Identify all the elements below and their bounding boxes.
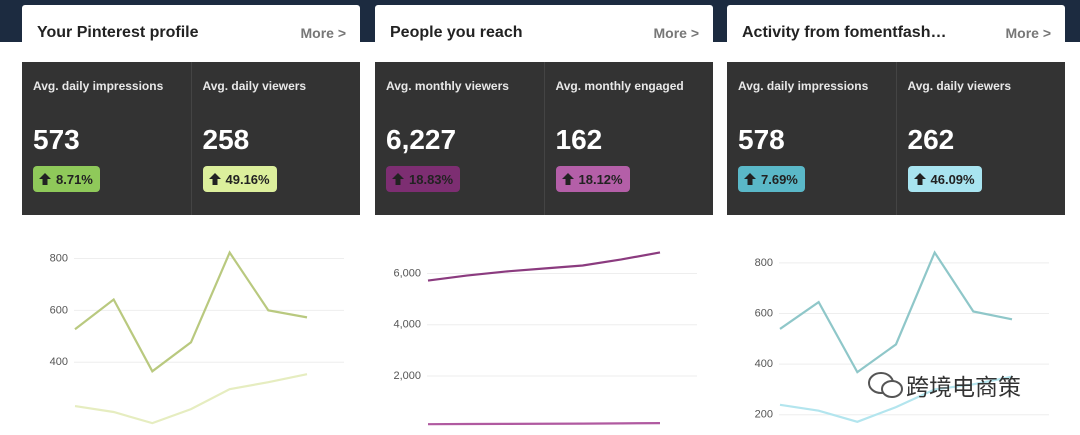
change-badge: 7.69% (738, 166, 805, 192)
card-header: Your Pinterest profile More > (22, 5, 360, 61)
card-header: Activity from fomentfash… More > (727, 5, 1065, 61)
up-arrow (392, 173, 404, 185)
card: People you reach More > Avg. monthly viewe… (375, 5, 713, 435)
y-tick-label: 600 (50, 304, 68, 316)
series-line (74, 250, 308, 373)
stat-value: 578 (738, 124, 785, 155)
stat: Avg. monthly engaged 162 18.12% (543, 62, 714, 215)
change-badge: 49.16% (202, 166, 277, 192)
stat-value: 258 (202, 124, 250, 155)
more-link[interactable]: More > (300, 25, 346, 41)
up-arrow (913, 173, 926, 185)
card: Activity from fomentfash… More > Avg. dail… (727, 5, 1065, 435)
stats-panel: Avg. daily impressions 573 8.71% Avg. daily… (22, 62, 360, 215)
y-tick-label: 6,000 (393, 267, 421, 279)
change-badge: 8.71% (33, 166, 100, 192)
stat: Avg. monthly viewers 6,227 18.83% (375, 62, 544, 215)
change-badge: 18.83% (386, 166, 461, 192)
change-text: 49.16% (225, 171, 270, 187)
wechat-icon (868, 372, 903, 398)
change-badge: 18.12% (555, 166, 630, 192)
change-badge: 46.09% (907, 166, 982, 192)
change-text: 8.71% (56, 171, 93, 187)
stat-value: 162 (555, 124, 603, 155)
chart: 400 600 800 (50, 250, 344, 425)
arrow-shape (913, 173, 926, 185)
y-tick-label: 400 (50, 356, 68, 368)
stat-label: Avg. daily viewers (202, 79, 307, 93)
stat-label: Avg. monthly engaged (555, 79, 684, 93)
stat-label: Avg. daily impressions (33, 79, 164, 93)
chart: 200 400 600 800 (755, 250, 1049, 423)
more-link[interactable]: More > (1005, 25, 1051, 41)
series-line (779, 250, 1013, 374)
stat-value: 262 (907, 124, 955, 155)
y-tick-label: 800 (50, 252, 68, 264)
change-text: 46.09% (930, 171, 975, 187)
stats-panel: Avg. monthly viewers 6,227 18.83% Avg. mont… (375, 62, 713, 215)
stat-label: Avg. daily impressions (738, 79, 869, 93)
stat-value: 6,227 (386, 124, 457, 155)
arrow-shape (561, 173, 574, 185)
card-title: People you reach (390, 24, 523, 41)
stat: Avg. daily viewers 258 49.16% (190, 62, 361, 215)
arrow-shape (208, 173, 221, 185)
change-text: 18.12% (578, 171, 623, 187)
stat-label: Avg. monthly viewers (386, 79, 509, 93)
stats-panel: Avg. daily impressions 578 7.69% Avg. daily… (727, 62, 1065, 215)
series-line (427, 421, 661, 426)
series-line (74, 373, 308, 425)
stat-label: Avg. daily viewers (907, 79, 1012, 93)
y-tick-label: 2,000 (393, 370, 421, 382)
up-arrow (561, 173, 574, 185)
more-link[interactable]: More > (653, 25, 699, 41)
series-line (779, 375, 1013, 423)
chart: 2,000 4,000 6,000 (393, 251, 697, 426)
watermark-text: 跨境电商策 (906, 374, 1021, 400)
y-tick-label: 200 (755, 409, 773, 421)
up-arrow (208, 173, 221, 185)
stat-value: 573 (33, 124, 80, 155)
change-text: 18.83% (409, 171, 454, 187)
stat: Avg. daily impressions 573 8.71% (22, 62, 191, 215)
y-tick-label: 800 (755, 257, 773, 269)
up-arrow (39, 173, 51, 185)
stat: Avg. daily viewers 262 46.09% (895, 62, 1066, 215)
arrow-shape (392, 173, 404, 185)
y-tick-label: 400 (755, 358, 773, 370)
up-arrow (744, 173, 756, 185)
arrow-shape (39, 173, 51, 185)
card-title: Activity from fomentfash… (742, 24, 947, 41)
arrow-shape (744, 173, 756, 185)
card-title: Your Pinterest profile (37, 24, 199, 41)
series-line (427, 251, 661, 282)
y-tick-label: 600 (755, 307, 773, 319)
y-tick-label: 4,000 (393, 319, 421, 331)
card: Your Pinterest profile More > Avg. daily i… (22, 5, 360, 435)
change-text: 7.69% (761, 171, 798, 187)
stat: Avg. daily impressions 578 7.69% (727, 62, 896, 215)
watermark: 跨境电商策 (866, 368, 1021, 402)
card-header: People you reach More > (375, 5, 713, 61)
